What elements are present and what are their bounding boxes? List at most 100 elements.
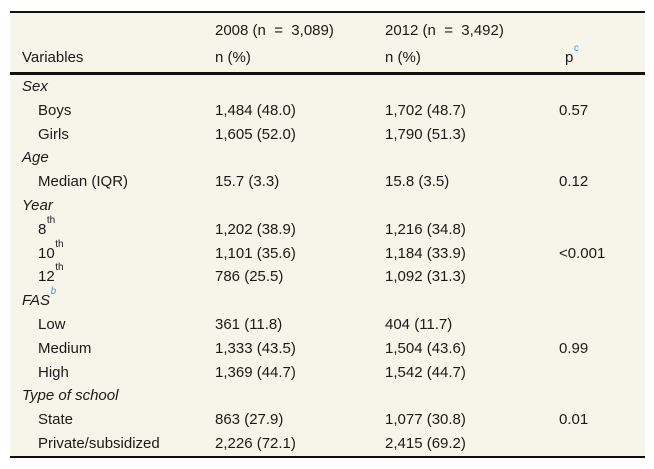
header-npct-2008: n (%) [215, 49, 251, 66]
row-label-superscript: th [55, 262, 64, 274]
row-label: Medium [38, 339, 92, 357]
row-label: 12 [38, 268, 55, 286]
header-p-superscript: c [573, 43, 579, 54]
table-section-row: Sex [10, 75, 645, 99]
table-row: 8th 1,202 (38.9) 1,216 (34.8) [10, 215, 645, 242]
row-label-cell: 12th [10, 262, 215, 289]
header-group-p-spacer [545, 13, 645, 44]
header-p-label: p [565, 49, 574, 66]
header-group-2012: 2012 (n = 3,492) [385, 22, 504, 39]
row-label: 8 [38, 220, 47, 238]
row-label-cell: High [10, 361, 215, 385]
row-label-cell: Private/subsidized [10, 432, 215, 456]
empty-cell [385, 75, 545, 99]
empty-cell [545, 146, 645, 170]
value-2008-cell: 361 (11.8) [215, 315, 283, 333]
value-2008-cell: 863 (27.9) [215, 411, 284, 429]
table-row: Boys 1,484 (48.0) 1,702 (48.7) 0.57 [10, 99, 645, 123]
table-row: High 1,369 (44.7) 1,542 (44.7) [10, 361, 645, 385]
row-label-cell: 8th [10, 215, 215, 242]
value-2008-cell: 786 (25.5) [215, 268, 284, 286]
table-row: 12th 786 (25.5) 1,092 (31.3) [10, 262, 645, 289]
table-header: 2008 (n = 3,089) 2012 (n = 3,492) Variab… [10, 13, 645, 75]
table-section-row: FASb [10, 286, 645, 313]
empty-cell [215, 384, 385, 408]
section-label: Type of school [22, 387, 119, 405]
empty-cell [385, 384, 545, 408]
table-header-group-row: 2008 (n = 3,089) 2012 (n = 3,492) [10, 13, 645, 44]
row-label: 10 [38, 244, 55, 262]
p-value-cell [545, 313, 645, 337]
value-2012-cell: 1,542 (44.7) [385, 363, 466, 381]
table-section-row: Year [10, 194, 645, 218]
empty-cell [215, 75, 385, 99]
row-label-cell: Medium [10, 337, 215, 361]
header-spacer [10, 13, 215, 44]
row-label: High [38, 363, 69, 381]
p-value-cell [545, 123, 645, 147]
value-2012-cell: 1,077 (30.8) [385, 411, 466, 429]
table-row: Girls 1,605 (52.0) 1,790 (51.3) [10, 123, 645, 147]
value-2012-cell: 1,092 (31.3) [385, 268, 466, 286]
row-label-cell: 10th [10, 238, 215, 266]
row-label-cell: Median (IQR) [10, 170, 215, 194]
section-label-cell: Type of school [10, 384, 215, 408]
row-label: Median (IQR) [38, 173, 129, 191]
p-value-cell: 0.57 [559, 101, 589, 119]
row-label: Low [38, 315, 66, 333]
table-section-row: Type of school [10, 384, 645, 408]
header-npct-2012: n (%) [385, 49, 421, 66]
p-value-cell [545, 218, 645, 242]
empty-cell [215, 289, 385, 313]
p-value-cell: 0.12 [559, 173, 589, 191]
row-label-superscript: th [55, 238, 64, 250]
value-2008-cell: 1,369 (44.7) [215, 363, 296, 381]
p-value-cell: 0.99 [559, 339, 589, 357]
section-superscript: b [50, 286, 57, 298]
value-2012-cell: 15.8 (3.5) [385, 173, 450, 191]
header-p: pc [545, 44, 645, 72]
empty-cell [545, 194, 645, 218]
p-value-cell [545, 432, 645, 456]
value-2008-cell: 1,484 (48.0) [215, 101, 296, 119]
table-row: 10th 1,101 (35.6) 1,184 (33.9) <0.001 [10, 238, 645, 266]
empty-cell [545, 289, 645, 313]
header-group-2008: 2008 (n = 3,089) [215, 22, 334, 39]
section-label-cell: Age [10, 146, 215, 170]
value-2008-cell: 1,333 (43.5) [215, 339, 296, 357]
value-2012-cell: 1,216 (34.8) [385, 220, 466, 238]
empty-cell [385, 289, 545, 313]
section-label-cell: Year [10, 194, 215, 218]
section-label: Sex [22, 78, 48, 95]
row-label: Private/subsidized [38, 434, 160, 452]
section-label: FAS [22, 292, 51, 310]
section-label-cell: Sex [10, 75, 215, 99]
value-2008-cell: 15.7 (3.3) [215, 173, 280, 191]
row-label-cell: State [10, 408, 215, 432]
table-row: Median (IQR) 15.7 (3.3) 15.8 (3.5) 0.12 [10, 170, 645, 194]
value-2008-cell: 1,101 (35.6) [215, 244, 296, 262]
table-row: Low 361 (11.8) 404 (11.7) [10, 313, 645, 337]
row-label-cell: Girls [10, 123, 215, 147]
p-value-cell [545, 361, 645, 385]
row-label: State [38, 411, 74, 429]
value-2012-cell: 2,415 (69.2) [385, 434, 466, 452]
table-row: Medium 1,333 (43.5) 1,504 (43.6) 0.99 [10, 337, 645, 361]
value-2012-cell: 1,790 (51.3) [385, 125, 466, 143]
value-2008-cell: 2,226 (72.1) [215, 434, 296, 452]
demographics-table: 2008 (n = 3,089) 2012 (n = 3,492) Variab… [10, 11, 645, 458]
empty-cell [545, 384, 645, 408]
header-variables: Variables [22, 49, 84, 66]
table-section-row: Age [10, 146, 645, 170]
row-label-cell: Low [10, 313, 215, 337]
row-label: Boys [38, 101, 72, 119]
p-value-cell: <0.001 [559, 244, 606, 262]
row-label-cell: Boys [10, 99, 215, 123]
empty-cell [385, 194, 545, 218]
section-label: Age [22, 149, 49, 167]
value-2012-cell: 404 (11.7) [385, 315, 453, 333]
table-row: State 863 (27.9) 1,077 (30.8) 0.01 [10, 408, 645, 432]
table-body: Sex Boys 1,484 (48.0) 1,702 (48.7) 0.57 Girls… [10, 75, 645, 456]
table-row: Private/subsidized 2,226 (72.1) 2,415 (69.… [10, 432, 645, 456]
